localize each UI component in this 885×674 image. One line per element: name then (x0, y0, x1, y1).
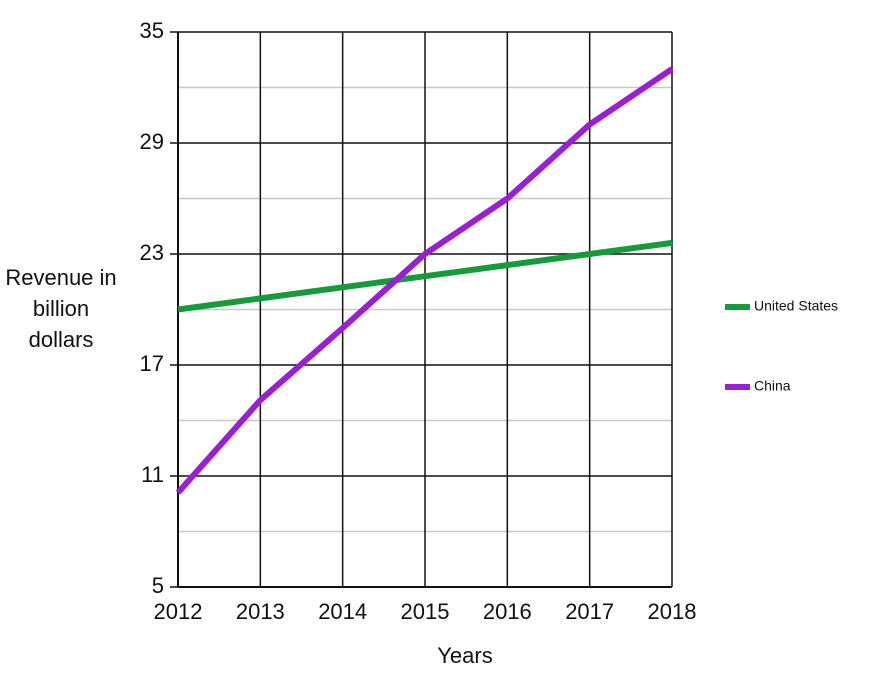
legend-label: United States (754, 298, 838, 314)
x-tick-label: 2013 (236, 599, 285, 624)
y-tick-label: 23 (140, 240, 164, 265)
y-tick-label: 11 (141, 462, 164, 487)
x-tick-label: 2017 (565, 599, 614, 624)
x-tick-label: 2012 (154, 599, 203, 624)
y-tick-label: 5 (152, 573, 164, 598)
y-tick-label: 29 (140, 129, 164, 154)
series-line (177, 239, 673, 313)
x-tick-label: 2014 (318, 599, 367, 624)
y-tick-label: 35 (140, 18, 164, 43)
y-axis-label: Revenue in billion dollars (5, 265, 117, 352)
x-tick-label: 2018 (648, 599, 697, 624)
y-tick-label: 17 (140, 351, 164, 376)
legend-label: China (754, 378, 791, 394)
x-tick-label: 2015 (401, 599, 450, 624)
x-tick-label: 2016 (483, 599, 532, 624)
x-axis-label: Years (437, 643, 492, 668)
series-line (175, 66, 674, 495)
